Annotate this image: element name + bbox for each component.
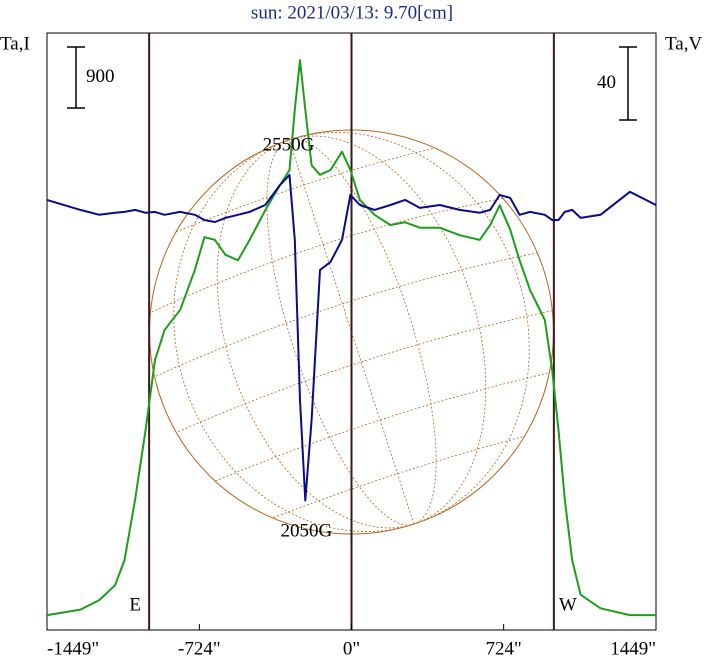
annotation: 2550G [263,134,315,155]
scale-bar-label: 900 [86,66,115,87]
y-axis-label: Ta,I [0,33,30,54]
limb-label: W [559,594,577,615]
x-tick-label: -1449" [47,638,99,659]
series-line [46,173,657,502]
chart-title: sun: 2021/03/13: 9.70[cm] [251,2,453,23]
annotation: 2050G [280,520,332,541]
x-tick-label: -724" [178,638,221,659]
series-line [46,59,656,617]
scale-bar-label: 40 [597,72,616,93]
x-tick-label: 1449" [610,638,656,659]
x-tick-label: 724" [486,638,522,659]
y2-axis-label: Ta,V [665,33,702,54]
limb-label: E [129,594,141,615]
x-tick-label: 0" [343,638,360,659]
